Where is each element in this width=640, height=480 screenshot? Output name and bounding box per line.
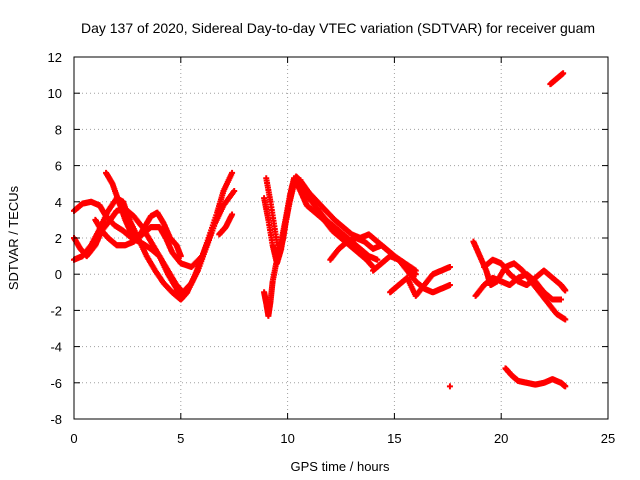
data-point [562,383,569,390]
data-point [560,70,567,77]
axis-ticks: 0 5 10 15 20 25 -8 -6 -4 -2 0 2 4 6 8 10 12 [48,50,616,446]
data-point [231,187,238,194]
data-point [446,282,453,289]
data-point [562,287,569,294]
y-tick-label: 2 [55,231,62,246]
data-point [446,383,453,390]
data-point [207,231,214,238]
data-point [412,271,419,278]
series-arc-m [446,383,453,390]
series-arc-r [547,70,567,88]
y-tick-label: -6 [50,376,62,391]
y-tick-label: 10 [48,86,62,101]
series-arc-f [216,211,236,238]
x-tick-label: 15 [387,431,401,446]
y-tick-label: -4 [50,340,62,355]
y-tick-label: 0 [55,267,62,282]
series-arc-k [387,263,453,299]
x-tick-label: 20 [494,431,508,446]
y-tick-label: 6 [55,159,62,174]
series-arc-d [103,169,184,260]
series-arc-l [370,253,453,296]
data-point [229,211,236,218]
data-point [374,256,381,263]
y-axis-label: SDTVAR / TECUs [6,185,21,290]
x-tick-label: 25 [601,431,615,446]
data-point [229,169,236,176]
y-tick-label: 4 [55,195,62,210]
data-point [562,316,569,323]
x-tick-label: 10 [280,431,294,446]
y-tick-label: -2 [50,303,62,318]
y-tick-label: 12 [48,50,62,65]
series-arc-i [261,175,377,319]
x-axis-label: GPS time / hours [291,459,390,474]
y-tick-label: 8 [55,122,62,137]
y-tick-label: -8 [50,412,62,427]
series-arc-p [481,256,569,294]
data-point [177,253,184,260]
data-point [558,296,565,303]
series-arc-q [502,365,569,390]
data-point [446,263,453,270]
data-points [71,70,569,390]
x-tick-label: 0 [70,431,77,446]
data-point [199,253,206,260]
x-tick-label: 5 [177,431,184,446]
chart-title: Day 137 of 2020, Sidereal Day-to-day VTE… [81,20,595,36]
series-arc-e [92,216,206,270]
